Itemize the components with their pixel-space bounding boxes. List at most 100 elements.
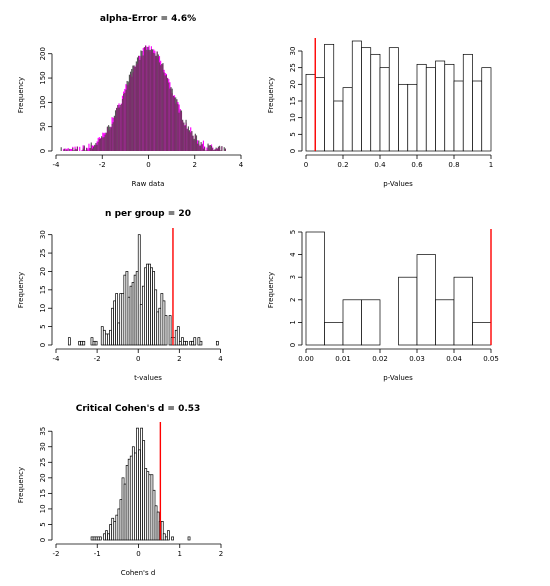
bar-overlap bbox=[134, 66, 136, 151]
x-axis: -4 -2 0 2 4 bbox=[53, 348, 223, 363]
bar-overlap bbox=[209, 148, 211, 151]
bar-overlap bbox=[128, 82, 130, 151]
bars bbox=[305, 40, 492, 152]
plot-area: -4 -2 0 2 4 0 50 100 150 200 bbox=[39, 45, 244, 169]
bar bbox=[462, 53, 473, 152]
y-tick-label: 150 bbox=[39, 71, 47, 84]
bar-group bbox=[202, 140, 204, 151]
bar-overlap bbox=[172, 96, 174, 151]
x-axis-label: p-Values bbox=[383, 374, 413, 382]
y-tick-label: 10 bbox=[39, 304, 47, 313]
bar-overlap bbox=[86, 148, 88, 151]
bar-overlap bbox=[97, 141, 99, 151]
bar-overlap bbox=[98, 139, 100, 151]
y-axis: 0 5 10 15 20 25 30 bbox=[289, 47, 303, 153]
bar-overlap bbox=[173, 97, 176, 151]
bar-overlap bbox=[204, 147, 206, 151]
bar-overlap bbox=[210, 145, 213, 151]
bar bbox=[435, 60, 446, 152]
y-tick-label: 0 bbox=[39, 149, 47, 153]
bar-overlap bbox=[217, 147, 220, 151]
bar bbox=[137, 234, 141, 346]
bar bbox=[416, 254, 436, 346]
bar-overlap bbox=[200, 145, 202, 151]
bar-overlap bbox=[157, 56, 159, 151]
bar-overlap bbox=[113, 116, 115, 151]
x-tick-label: 2 bbox=[177, 355, 181, 363]
bar bbox=[98, 536, 102, 541]
y-tick-label: 25 bbox=[39, 458, 47, 467]
x-tick-label: 0.6 bbox=[411, 161, 423, 169]
bar-overlap bbox=[135, 64, 137, 151]
bar-overlap bbox=[153, 52, 155, 151]
bar bbox=[342, 299, 362, 346]
bar-overlap bbox=[170, 89, 172, 151]
bar-overlap bbox=[158, 62, 161, 151]
bar bbox=[453, 276, 473, 346]
y-tick-label: 20 bbox=[39, 267, 47, 276]
bar bbox=[398, 83, 409, 152]
bar-overlap bbox=[121, 99, 124, 151]
x-tick-label: 0.00 bbox=[298, 355, 314, 363]
bar-overlap bbox=[178, 112, 180, 151]
bar bbox=[379, 67, 390, 152]
y-tick-label: 50 bbox=[39, 122, 47, 131]
bar-overlap bbox=[147, 51, 149, 151]
x-axis-label: p-Values bbox=[383, 180, 413, 188]
y-tick-label: 5 bbox=[289, 132, 297, 136]
x-tick-label: 0 bbox=[146, 161, 150, 169]
bar bbox=[370, 53, 381, 152]
bar-overlap bbox=[82, 148, 84, 151]
bar bbox=[199, 340, 203, 346]
bar-overlap bbox=[198, 143, 200, 151]
bar bbox=[305, 73, 316, 152]
bar-overlap bbox=[118, 107, 120, 151]
bar bbox=[333, 100, 344, 152]
x-axis: -4 -2 0 2 4 bbox=[53, 154, 244, 169]
y-tick-label: 0 bbox=[289, 343, 297, 347]
bar-group bbox=[220, 150, 222, 151]
bar-overlap bbox=[161, 64, 163, 151]
bar bbox=[361, 47, 372, 152]
bar-overlap bbox=[216, 148, 218, 151]
x-axis-label: Cohen's d bbox=[121, 569, 156, 577]
bar-overlap bbox=[136, 63, 139, 152]
x-tick-label: 2 bbox=[193, 161, 197, 169]
chart-title: n per group = 20 bbox=[105, 209, 191, 219]
y-tick-label: 30 bbox=[289, 47, 297, 56]
bar-overlap bbox=[76, 146, 78, 151]
plot-area: -4 -2 0 2 4 0 5 10 15 20 25 30 bbox=[39, 228, 223, 363]
x-tick-label: 0 bbox=[136, 550, 140, 558]
x-tick-label: 0.8 bbox=[448, 161, 459, 169]
bar bbox=[193, 337, 197, 346]
bar-overlap bbox=[140, 57, 142, 151]
bar-overlap bbox=[114, 117, 117, 151]
bar-group bbox=[206, 147, 208, 151]
bar-group bbox=[62, 148, 65, 151]
bar-overlap bbox=[131, 76, 133, 151]
x-axis-label: t-values bbox=[134, 374, 162, 382]
bar-overlap bbox=[130, 74, 132, 151]
bar bbox=[171, 536, 174, 541]
bar-overlap bbox=[117, 105, 119, 151]
bar-overlap bbox=[141, 55, 143, 151]
bar-overlap bbox=[83, 146, 85, 151]
bar-group bbox=[207, 143, 209, 151]
y-tick-label: 100 bbox=[39, 96, 47, 109]
bar-overlap bbox=[154, 53, 156, 151]
x-tick-label: -2 bbox=[94, 355, 101, 363]
bars bbox=[60, 45, 226, 152]
x-tick-label: 0.04 bbox=[446, 355, 462, 363]
bar bbox=[435, 299, 455, 346]
bar-overlap bbox=[151, 51, 154, 151]
y-tick-label: 25 bbox=[289, 63, 297, 72]
bar bbox=[305, 231, 325, 346]
y-tick-label: 15 bbox=[39, 285, 47, 294]
bar bbox=[164, 315, 168, 346]
bars bbox=[90, 427, 191, 541]
x-tick-label: 0.2 bbox=[337, 161, 348, 169]
panel-cohens-d: Critical Cohen's d = 0.53 Cohen's d Freq… bbox=[17, 404, 223, 577]
bar-overlap bbox=[91, 148, 93, 151]
y-tick-label: 5 bbox=[289, 230, 297, 234]
bar-overlap bbox=[179, 110, 181, 151]
